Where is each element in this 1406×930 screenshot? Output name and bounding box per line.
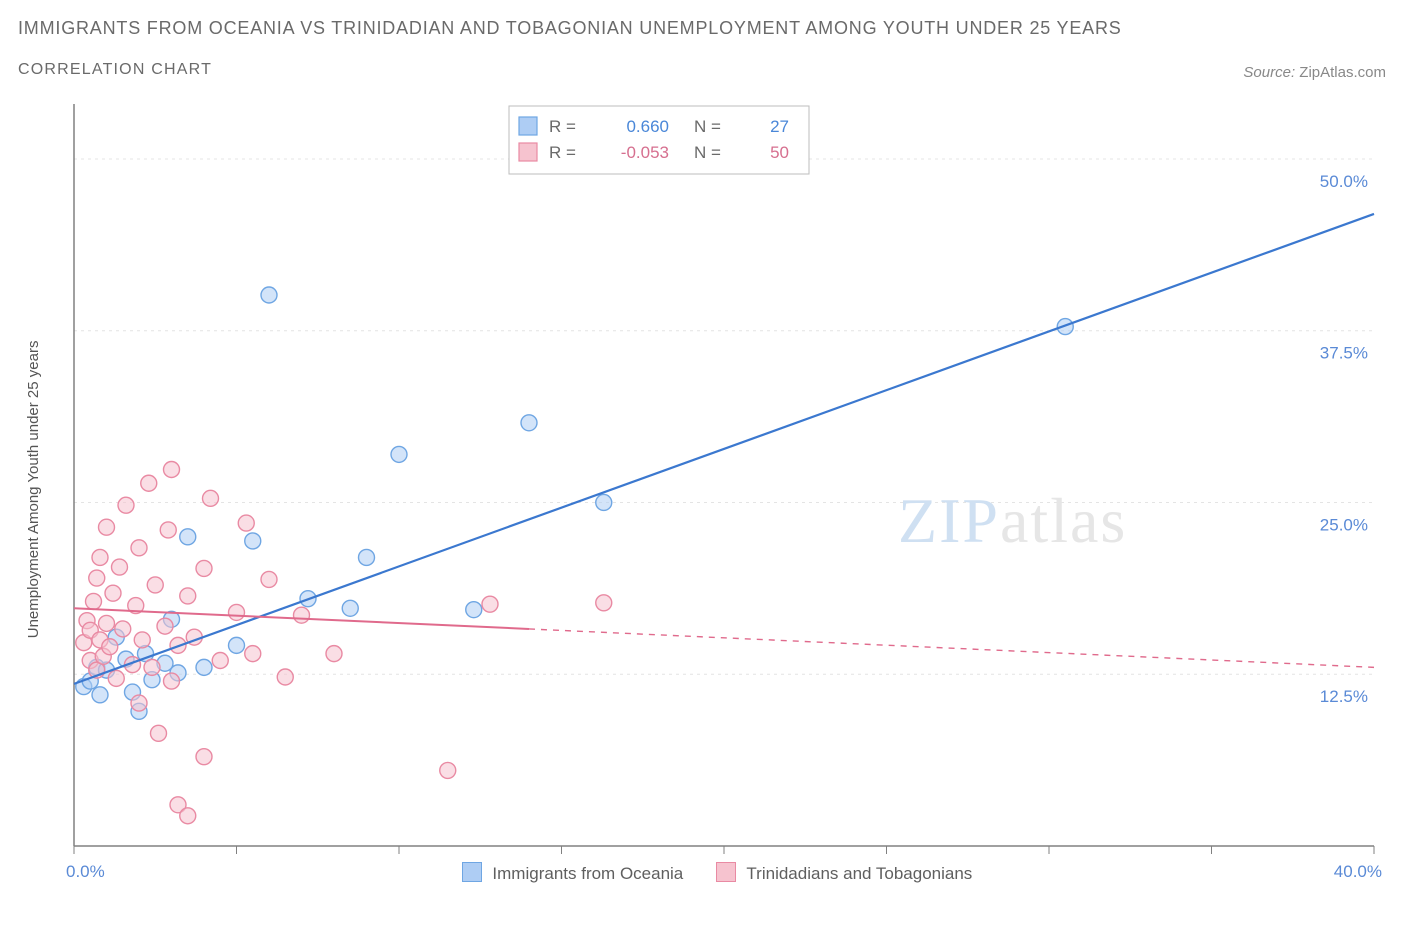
svg-text:50: 50 [770,143,789,162]
svg-text:25.0%: 25.0% [1320,515,1368,534]
legend-swatch-oceania [462,862,482,882]
source-label: Source: [1243,64,1295,81]
svg-text:0.660: 0.660 [626,117,669,136]
legend-bottom: Immigrants from Oceania Trinidadians and… [18,862,1388,884]
svg-text:-0.053: -0.053 [621,143,669,162]
svg-text:R =: R = [549,143,576,162]
chart-subtitle: CORRELATION CHART [18,61,1406,79]
legend-label-trinidad: Trinidadians and Tobagonians [746,864,972,883]
source-attribution: Source: ZipAtlas.com [1243,64,1386,81]
legend-swatch-trinidad [716,862,736,882]
svg-text:R =: R = [549,117,576,136]
chart-title: IMMIGRANTS FROM OCEANIA VS TRINIDADIAN A… [18,18,1406,39]
svg-text:N =: N = [694,143,721,162]
svg-text:50.0%: 50.0% [1320,172,1368,191]
svg-text:27: 27 [770,117,789,136]
legend-label-oceania: Immigrants from Oceania [492,864,683,883]
svg-text:N =: N = [694,117,721,136]
svg-text:Unemployment Among Youth under: Unemployment Among Youth under 25 years [25,341,42,639]
watermark: ZIPatlas [898,484,1127,558]
correlation-scatter-chart: 12.5% 25.0% 37.5% 50.0% Unemployment Among Y… [18,104,1388,884]
svg-text:12.5%: 12.5% [1320,687,1368,706]
source-name: ZipAtlas.com [1299,64,1386,81]
svg-text:37.5%: 37.5% [1320,344,1368,363]
